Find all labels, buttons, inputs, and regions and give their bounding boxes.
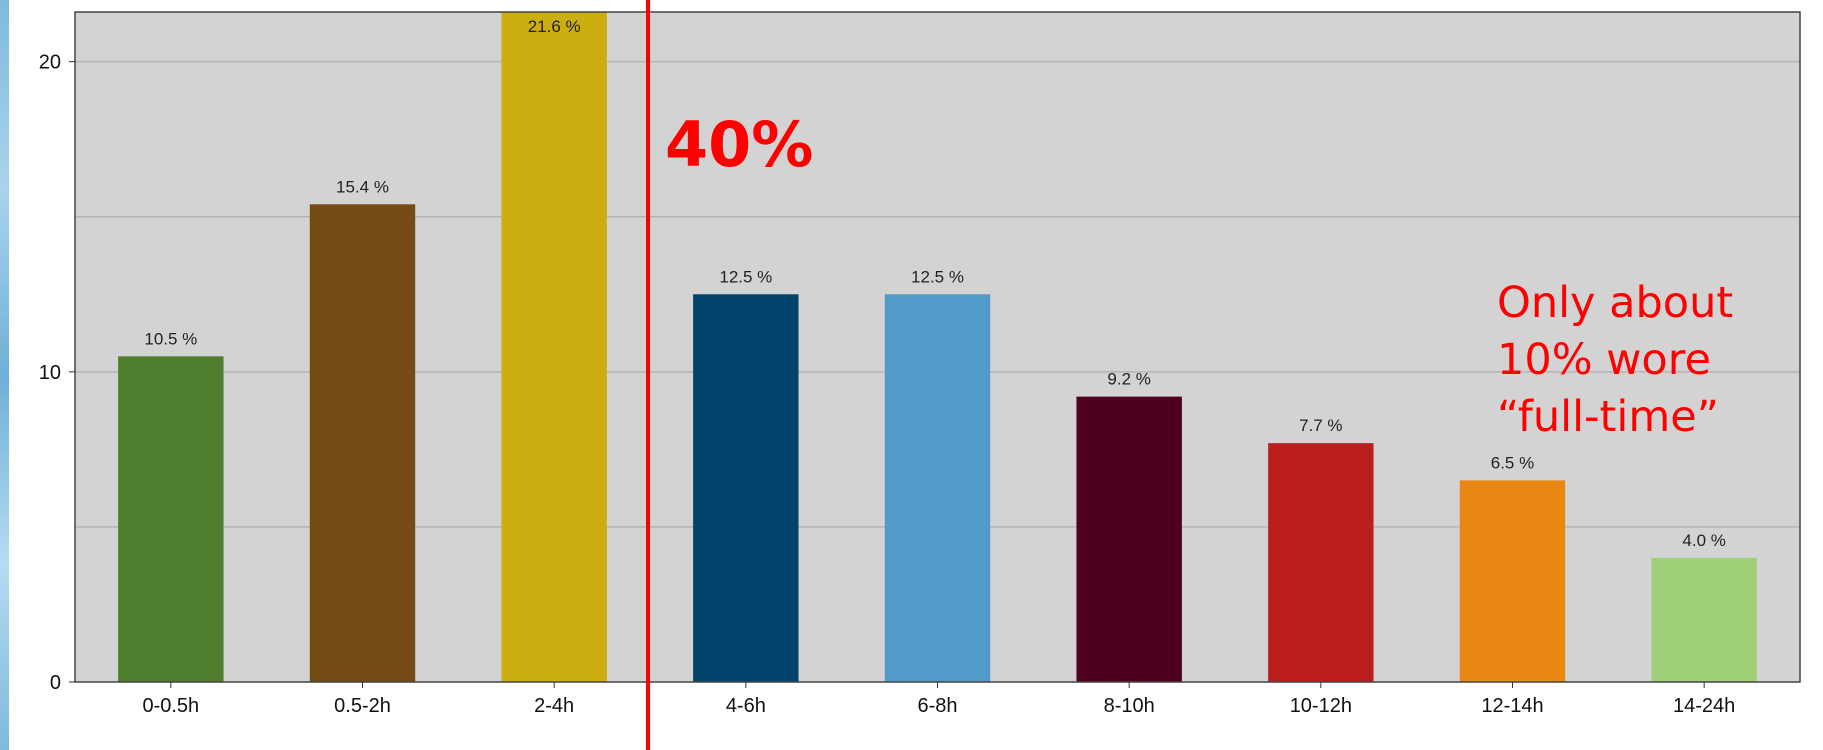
annotation-40-percent: 40% — [665, 108, 813, 181]
x-axis-ticks: 0-0.5h 0.5-2h 2-4h 4-6h 6-8h 8-10h 10-12h 12-14… — [142, 682, 1735, 717]
bar-value-label: 9.2 % — [1107, 370, 1150, 389]
bar-12-14h — [1459, 480, 1566, 682]
x-tick-label: 0-0.5h — [142, 695, 199, 717]
bar-value-label: 21.6 % — [528, 17, 581, 36]
decorative-border — [0, 0, 9, 750]
x-tick-label: 10-12h — [1290, 695, 1352, 717]
annotation-line-2: 10% wore — [1497, 335, 1711, 385]
bar-value-label: 12.5 % — [911, 267, 964, 286]
y-tick-label: 20 — [39, 52, 61, 74]
x-tick-label: 0.5-2h — [334, 695, 391, 717]
bar-value-label: 4.0 % — [1682, 531, 1725, 550]
x-tick-label: 6-8h — [917, 695, 957, 717]
bars — [118, 12, 1757, 682]
y-axis-ticks: 0 10 20 — [39, 52, 75, 694]
bar-value-label: 7.7 % — [1299, 416, 1342, 435]
bar-4-6h — [693, 294, 799, 682]
data-labels: 10.5 % 15.4 % 21.6 % 12.5 % 12.5 % 9.2 % 7.7 %… — [144, 17, 1726, 550]
bar-6-8h — [884, 294, 991, 682]
bar-value-label: 6.5 % — [1491, 453, 1534, 472]
y-tick-label: 10 — [39, 362, 61, 384]
bar-value-label: 10.5 % — [144, 329, 197, 348]
x-tick-label: 2-4h — [534, 695, 574, 717]
bar-value-label: 12.5 % — [719, 267, 772, 286]
annotation-line-3: “full-time” — [1497, 392, 1719, 442]
bar-0.5-2h — [309, 204, 416, 682]
bar-2-4h — [501, 12, 607, 682]
y-tick-label: 0 — [50, 672, 61, 694]
bar-8-10h — [1076, 396, 1182, 682]
bar-10-12h — [1268, 443, 1374, 682]
x-tick-label: 12-14h — [1481, 695, 1543, 717]
x-tick-label: 4-6h — [726, 695, 766, 717]
bar-value-label: 15.4 % — [336, 177, 389, 196]
bar-0-0.5h — [118, 356, 224, 682]
annotation-line-1: Only about — [1497, 278, 1733, 328]
x-tick-label: 8-10h — [1104, 695, 1155, 717]
bar-14-24h — [1651, 557, 1757, 682]
x-tick-label: 14-24h — [1673, 695, 1735, 717]
